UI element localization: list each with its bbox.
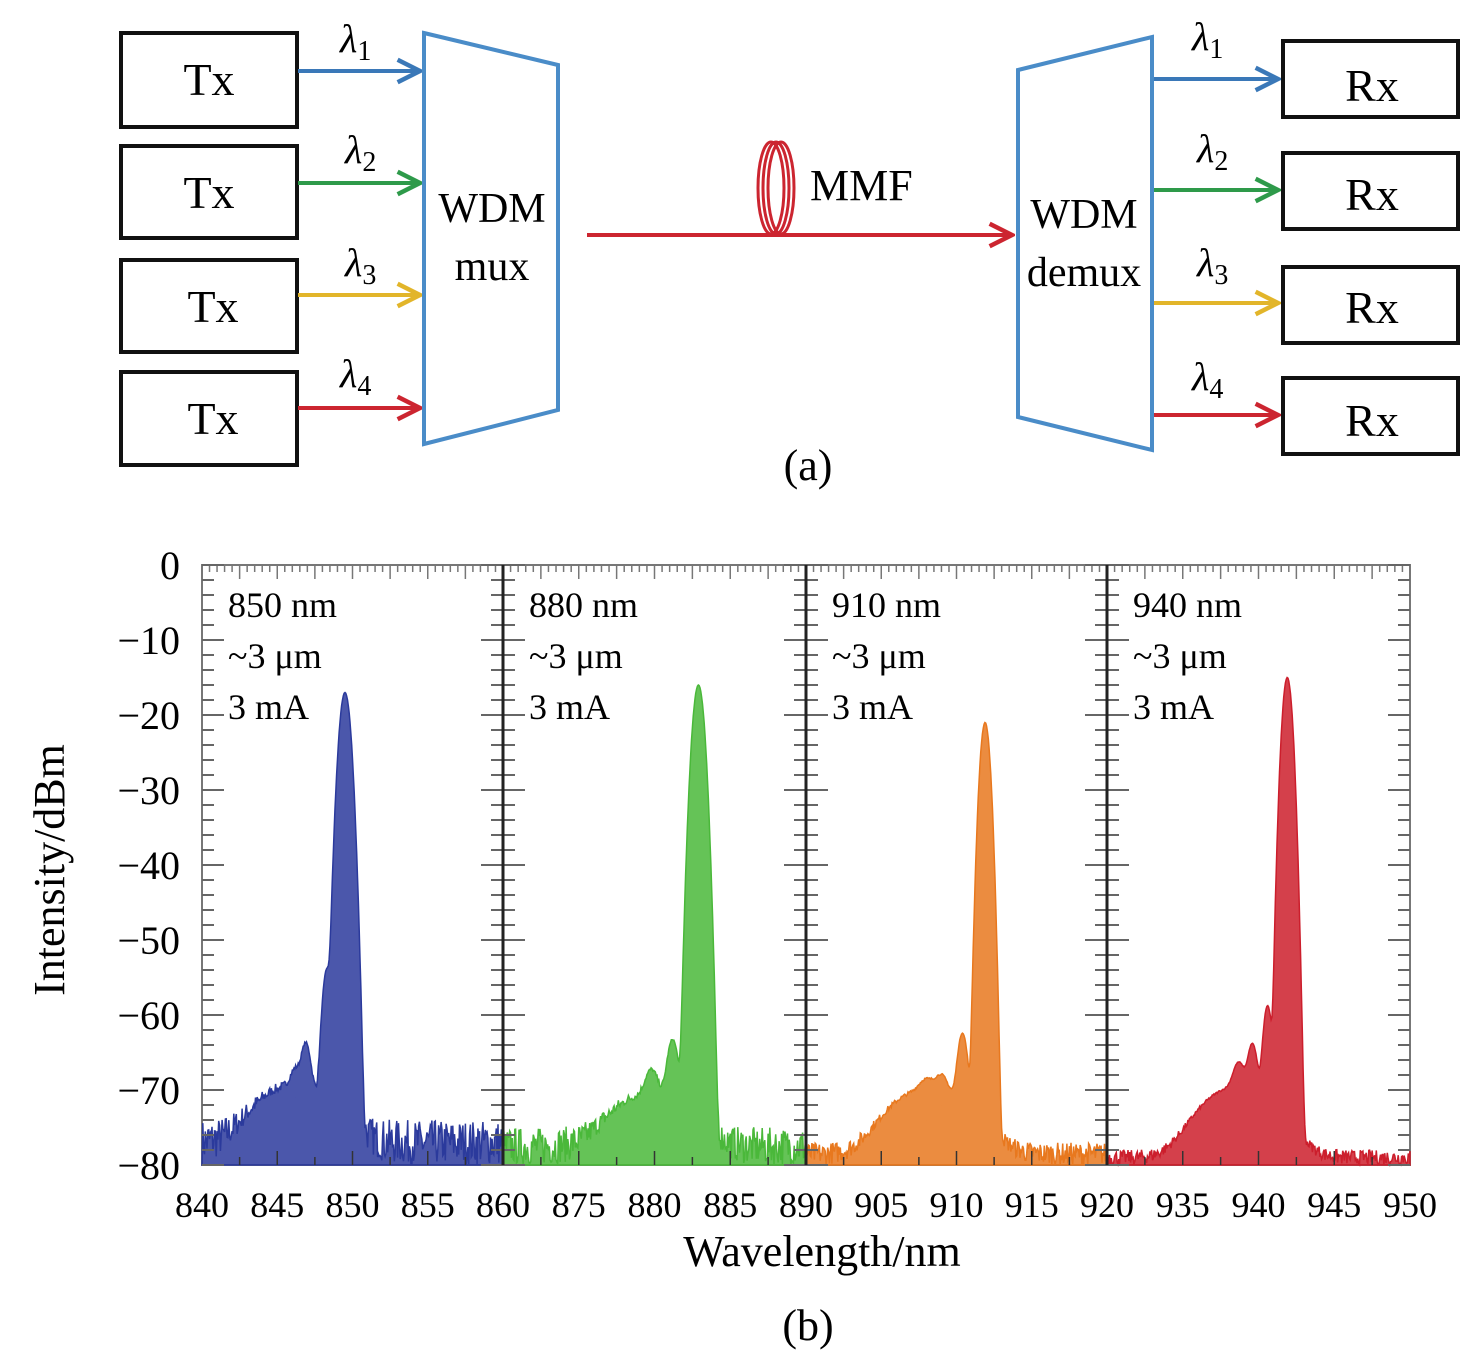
- receiver-rx4: Rx: [1281, 376, 1460, 456]
- panel-annotation-line: 940 nm: [1133, 585, 1242, 625]
- x-tick-label: 935: [1156, 1185, 1210, 1225]
- mux-label-line1: WDM: [438, 186, 545, 232]
- x-tick-label: 905: [854, 1185, 908, 1225]
- y-tick-label: −10: [117, 618, 180, 663]
- y-tick-label: −60: [117, 993, 180, 1038]
- lambda-4-out-label: λ4: [1191, 354, 1223, 405]
- caption-a: (a): [784, 441, 833, 490]
- y-tick-label: −20: [117, 693, 180, 738]
- wdm-mux: WDM mux: [422, 30, 560, 447]
- panel-annotation-line: ~3 μm: [228, 636, 322, 676]
- x-tick-label: 880: [628, 1185, 682, 1225]
- tx-label: Tx: [183, 167, 234, 218]
- lambda-2-in-label: λ2: [344, 127, 376, 178]
- x-tick-labels: 840 845 850 855 860 875 880 885 890 905 910 915 920 9…: [175, 1185, 1437, 1225]
- transmitter-tx4: Tx: [119, 370, 299, 467]
- x-axis-label: Wavelength/nm: [683, 1227, 961, 1276]
- y-tick-labels: 0 −10 −20 −30 −40 −50 −60 −70 −80: [117, 543, 180, 1188]
- x-tick-label: 875: [552, 1185, 606, 1225]
- tx-label: Tx: [187, 281, 238, 332]
- y-tick-label: −70: [117, 1068, 180, 1113]
- spectrum-chart: 850 nm ~3 μm 3 mA 880 nm ~3 μm 3 mA 910 nm ~3 μ…: [25, 543, 1437, 1350]
- transmitter-tx1: Tx: [119, 31, 299, 129]
- lambda-4-in-label: λ4: [339, 351, 371, 402]
- transmitter-tx3: Tx: [119, 258, 299, 354]
- lambda-1-out-label: λ1: [1191, 14, 1223, 65]
- transmitter-tx2: Tx: [119, 144, 299, 240]
- x-tick-label: 845: [250, 1185, 304, 1225]
- panel-annotation-line: ~3 μm: [529, 636, 623, 676]
- caption-b: (b): [782, 1301, 833, 1350]
- y-tick-label: −30: [117, 768, 180, 813]
- y-tick-label: −80: [117, 1143, 180, 1188]
- x-tick-label: 840: [175, 1185, 229, 1225]
- x-tick-label: 885: [703, 1185, 757, 1225]
- x-tick-label: 860: [476, 1185, 530, 1225]
- tx-label: Tx: [187, 393, 238, 444]
- rx-label: Rx: [1345, 282, 1399, 333]
- axis-ticks: [202, 564, 1410, 1166]
- panel-annotation-line: 910 nm: [832, 585, 941, 625]
- y-tick-label: −40: [117, 843, 180, 888]
- panel-annotation-line: ~3 μm: [1133, 636, 1227, 676]
- lambda-3-in-label: λ3: [344, 240, 376, 291]
- y-axis-label: Intensity/dBm: [25, 744, 74, 996]
- panel-annotation-line: 3 mA: [832, 687, 913, 727]
- y-tick-label: 0: [160, 543, 180, 588]
- demux-label-line1: WDM: [1030, 192, 1137, 238]
- x-tick-label: 920: [1080, 1185, 1134, 1225]
- wdm-demux: WDM demux: [1016, 34, 1154, 453]
- spectrum-trace-850-nm: [201, 691, 504, 1166]
- x-tick-label: 950: [1383, 1185, 1437, 1225]
- y-tick-label: −50: [117, 918, 180, 963]
- lambda-3-out-label: λ3: [1196, 240, 1228, 291]
- panel-annotation-line: 3 mA: [1133, 687, 1214, 727]
- lambda-1-in-label: λ1: [339, 16, 371, 67]
- receiver-rx2: Rx: [1281, 151, 1460, 231]
- spectrum-trace-940-nm: [1106, 676, 1411, 1168]
- mux-label-line2: mux: [455, 244, 530, 290]
- rx-label: Rx: [1345, 169, 1399, 220]
- panel-annotation-line: 850 nm: [228, 585, 337, 625]
- mmf-label: MMF: [810, 161, 913, 210]
- panel-annotations: 850 nm ~3 μm 3 mA 880 nm ~3 μm 3 mA 910 nm ~3 μ…: [228, 585, 1242, 727]
- rx-label: Rx: [1345, 395, 1399, 446]
- panel-separators: [501, 565, 1109, 1165]
- x-tick-label: 915: [1005, 1185, 1059, 1225]
- panel-annotation-line: ~3 μm: [832, 636, 926, 676]
- x-tick-label: 945: [1307, 1185, 1361, 1225]
- spectrum-trace-880-nm: [502, 683, 807, 1166]
- spectrum-trace-910-nm: [805, 721, 1108, 1166]
- rx-label: Rx: [1345, 60, 1399, 111]
- panel-annotation-line: 3 mA: [529, 687, 610, 727]
- panel-annotation-line: 880 nm: [529, 585, 638, 625]
- receiver-rx3: Rx: [1281, 265, 1460, 345]
- demux-label-line2: demux: [1027, 250, 1141, 296]
- x-tick-label: 910: [930, 1185, 984, 1225]
- x-tick-label: 940: [1232, 1185, 1286, 1225]
- tx-label: Tx: [183, 54, 234, 105]
- lambda-2-out-label: λ2: [1196, 126, 1228, 177]
- x-tick-label: 855: [401, 1185, 455, 1225]
- spectrum-traces: [201, 676, 1411, 1168]
- wdm-diagram: Tx Tx Tx Tx λ1 λ2 λ3 λ4 WDM mu: [119, 14, 1460, 490]
- fiber-coil-icon: [756, 140, 786, 236]
- receiver-rx1: Rx: [1281, 39, 1460, 119]
- x-tick-label: 890: [779, 1185, 833, 1225]
- x-tick-label: 850: [326, 1185, 380, 1225]
- mmf-fiber: MMF: [587, 140, 1012, 236]
- panel-annotation-line: 3 mA: [228, 687, 309, 727]
